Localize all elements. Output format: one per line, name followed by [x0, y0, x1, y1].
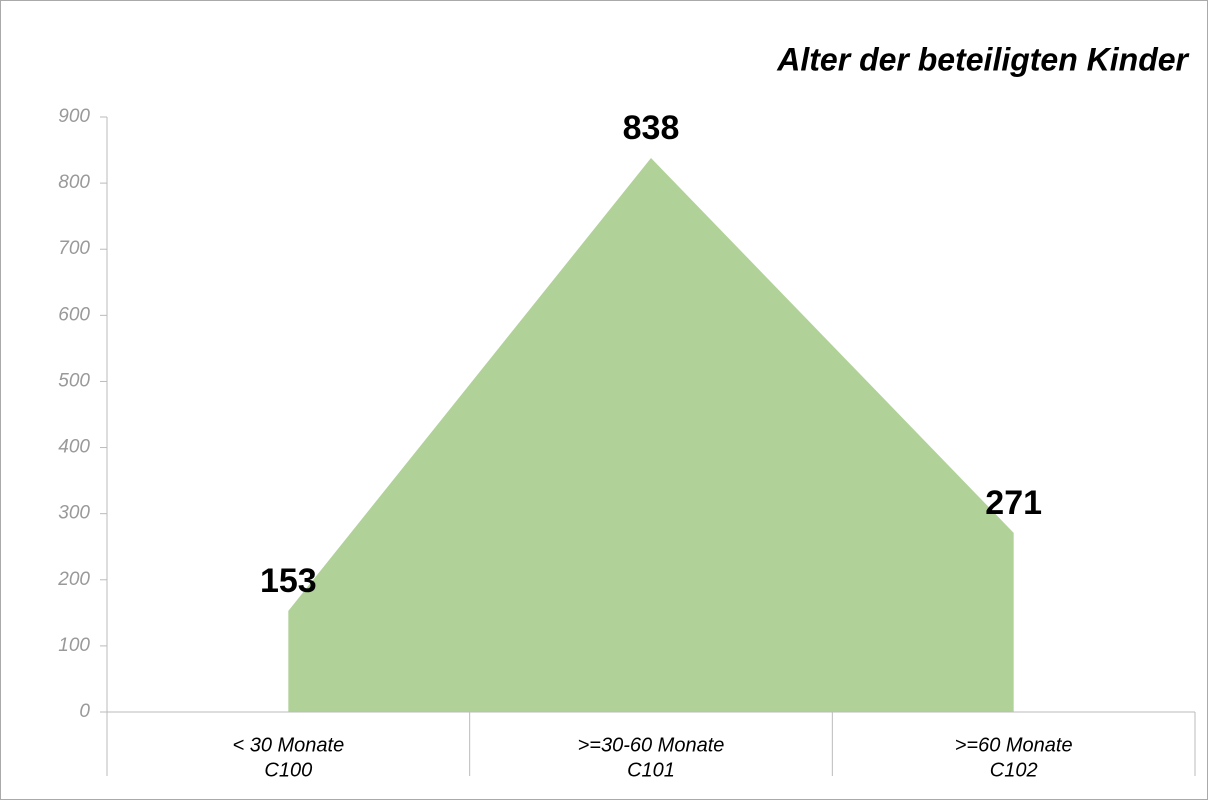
x-tick-label: C101 [627, 759, 675, 781]
x-tick-label: >=30-60 Monate [578, 734, 725, 756]
y-tick-label: 500 [58, 370, 90, 391]
y-tick-label: 100 [58, 635, 90, 656]
data-label: 838 [623, 109, 680, 147]
y-tick-label: 0 [79, 701, 90, 722]
y-tick-label: 600 [58, 304, 90, 325]
y-tick-label: 800 [58, 172, 90, 193]
y-tick-label: 300 [58, 503, 90, 524]
y-tick-label: 900 [58, 106, 90, 127]
x-tick-label: C100 [264, 759, 312, 781]
x-tick-label: C102 [990, 759, 1038, 781]
y-tick-label: 200 [57, 569, 90, 590]
y-tick-label: 700 [58, 238, 90, 259]
x-tick-label: < 30 Monate [232, 734, 344, 756]
y-tick-label: 400 [58, 437, 90, 458]
area [288, 157, 1014, 712]
data-label: 153 [260, 562, 317, 600]
data-label: 271 [985, 484, 1042, 522]
x-tick-label: >=60 Monate [955, 734, 1073, 756]
chart-title: Alter der beteiligten Kinder [776, 41, 1189, 77]
